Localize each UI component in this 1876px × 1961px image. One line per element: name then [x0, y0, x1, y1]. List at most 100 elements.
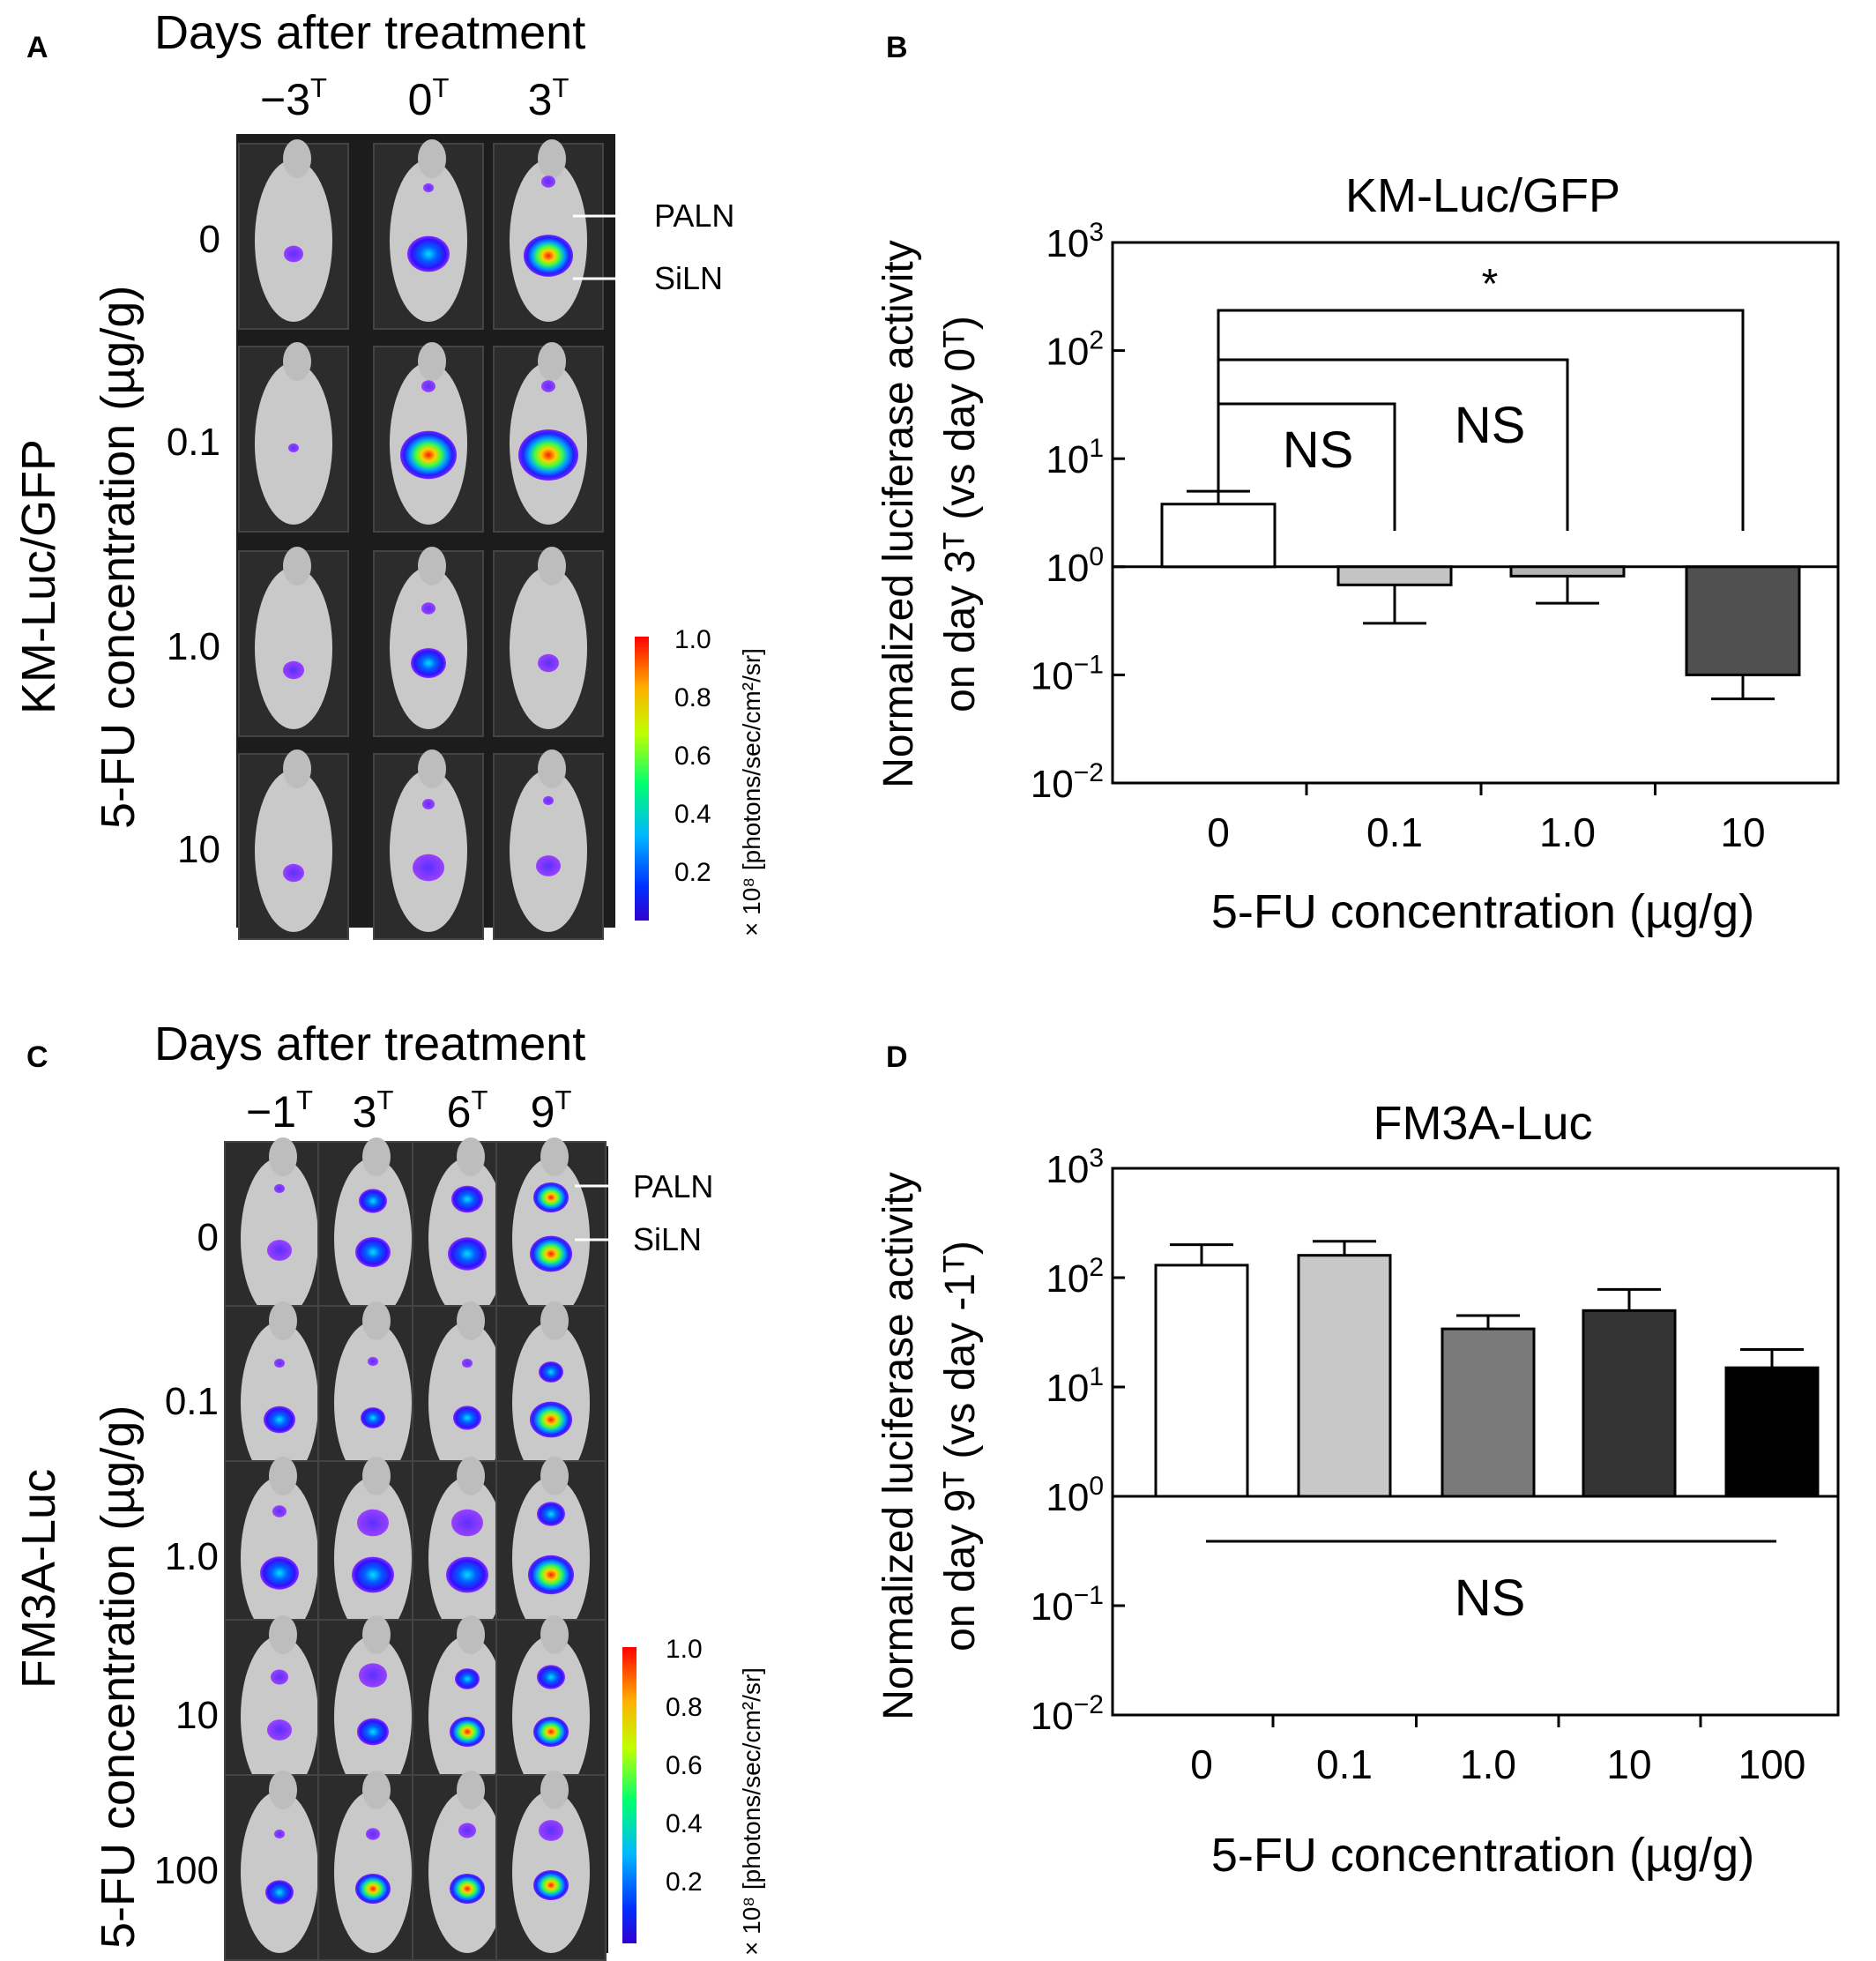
chart-d: D FM3A-Luc Normalized luciferase activit…	[875, 1040, 1840, 1882]
luminescence-signal	[455, 1668, 480, 1689]
paln-label: PALN	[654, 198, 734, 234]
mouse-head	[540, 1615, 569, 1654]
x-tick-label: 0.1	[1366, 809, 1423, 855]
luminescence-signal	[533, 1870, 569, 1900]
colorbar-tick: 0.8	[674, 683, 711, 712]
mouse	[373, 749, 484, 940]
luminescence-signal	[453, 1406, 481, 1430]
mouse-head	[457, 1457, 485, 1495]
mouse-head	[283, 749, 311, 788]
mouse-body	[510, 567, 587, 729]
siln-label: SiLN	[654, 260, 723, 296]
luminescence-signal	[541, 380, 555, 392]
colorbar-tick: 0.2	[674, 858, 711, 887]
luminescence-signal	[528, 1555, 574, 1595]
luminescence-signal	[421, 380, 436, 392]
concentration-label: 0	[199, 218, 220, 261]
colorbar-tick: 0.8	[666, 1693, 703, 1722]
luminescence-signal	[368, 1356, 378, 1367]
panel-a-day-labels: −3T 0T 3T	[260, 72, 569, 124]
luminescence-signal	[539, 1820, 563, 1841]
luminescence-signal	[538, 653, 559, 673]
siln-label-c: SiLN	[633, 1221, 702, 1257]
y-tick-label: 101	[1046, 434, 1104, 481]
significance-label: NS	[1455, 397, 1526, 454]
bar	[1297, 1254, 1392, 1498]
mouse	[373, 547, 484, 737]
luminescence-signal	[421, 602, 436, 615]
day-label: 3T	[528, 72, 570, 124]
luminescence-signal	[274, 1358, 285, 1368]
luminescence-signal	[283, 863, 304, 883]
bar	[1685, 565, 1801, 676]
colorbar-tick: 0.4	[666, 1809, 703, 1838]
significance-label: *	[1482, 261, 1499, 308]
colorbar-tick: 1.0	[666, 1635, 703, 1664]
mouse-body	[241, 1636, 318, 1798]
luminescence-signal	[284, 245, 303, 263]
luminescence-signal	[357, 1718, 389, 1746]
luminescence-signal	[355, 1874, 391, 1904]
panel-c-letter: C	[26, 1040, 48, 1074]
luminescence-signal	[448, 1237, 487, 1271]
panel-d-letter: D	[886, 1040, 908, 1074]
x-tick-label: 100	[1738, 1741, 1806, 1787]
mouse	[317, 1137, 428, 1328]
luminescence-signal	[533, 1182, 569, 1212]
mouse-head	[540, 1301, 569, 1340]
luminescence-signal	[450, 1874, 485, 1904]
luminescence-signal	[451, 1185, 483, 1213]
bar	[1509, 565, 1626, 578]
concentration-label: 1.0	[167, 625, 220, 668]
colorbar-c-ticks: 1.0 0.8 0.6 0.4 0.2	[666, 1635, 703, 1897]
day-label: 0T	[408, 72, 450, 124]
mouse	[495, 1137, 607, 1328]
chart-b-xlabel: 5-FU concentration (µg/g)	[1211, 885, 1754, 938]
mouse-body	[428, 1791, 506, 1953]
panel-a-letter: A	[26, 31, 48, 64]
luminescence-signal	[530, 1401, 572, 1438]
luminescence-signal	[359, 1189, 387, 1213]
chart-d-plot: 103 102 101 100 10−1 10−2 0 0.1 1.0 10 100 NS	[1031, 1144, 1840, 1787]
day-label: 3T	[353, 1085, 394, 1137]
chart-d-title: FM3A-Luc	[1373, 1097, 1592, 1150]
chart-d-ylabel-line1: Normalized luciferase activity	[875, 1172, 922, 1720]
concentration-label: 0	[197, 1216, 219, 1259]
mouse-body	[428, 1322, 506, 1484]
chart-b-plot: 103 102 101 100 10−1 10−2 0 0.1 1.0 10 NS NS *	[1031, 218, 1840, 855]
luminescence-signal	[267, 1719, 292, 1741]
mouse	[238, 342, 349, 533]
mouse-head	[283, 547, 311, 585]
mouse	[238, 749, 349, 940]
panel-c-side-title: FM3A-Luc	[12, 1469, 65, 1689]
significance-bracket	[1217, 309, 1745, 531]
mouse-body	[334, 1322, 412, 1484]
mouse-body	[241, 1791, 318, 1953]
luminescence-signal	[413, 854, 444, 882]
plot-frame	[1111, 1167, 1840, 1717]
mouse-head	[362, 1771, 391, 1809]
concentration-label: 10	[177, 828, 220, 871]
y-tick-label: 103	[1046, 1144, 1104, 1191]
bar	[1724, 1366, 1820, 1498]
y-tick-label: 101	[1046, 1362, 1104, 1410]
luminescence-signal	[450, 1717, 485, 1747]
luminescence-signal	[355, 1237, 391, 1267]
y-tick-label: 100	[1046, 542, 1104, 590]
luminescence-signal	[530, 1235, 572, 1272]
chart-b-title: KM-Luc/GFP	[1345, 169, 1620, 222]
luminescence-signal	[265, 1880, 294, 1905]
luminescence-signal	[533, 1717, 569, 1747]
mouse	[224, 1137, 335, 1328]
colorbar-a-ticks: 1.0 0.8 0.6 0.4 0.2	[674, 625, 711, 887]
luminescence-signal	[422, 799, 435, 809]
x-tick-label: 1.0	[1460, 1741, 1516, 1787]
mouse-head	[457, 1615, 485, 1654]
panel-a-mice	[238, 139, 604, 940]
mouse-head	[269, 1615, 297, 1654]
bar	[1582, 1309, 1677, 1498]
panel-b-letter: B	[886, 31, 908, 64]
mouse-head	[457, 1301, 485, 1340]
mouse-head	[418, 342, 446, 381]
luminescence-signal	[462, 1358, 473, 1368]
